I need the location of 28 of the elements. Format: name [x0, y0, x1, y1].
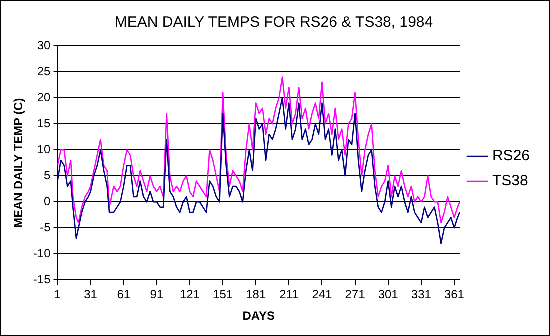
y-tick-label: 10 [37, 142, 52, 156]
chart-title: MEAN DAILY TEMPS FOR RS26 & TS38, 1984 [114, 14, 434, 32]
x-tick-label: 121 [180, 288, 200, 302]
x-tick-label: 241 [312, 288, 333, 302]
x-tick-label: 181 [246, 288, 266, 302]
legend-label: RS26 [492, 148, 530, 165]
y-tick-label: -15 [33, 272, 52, 287]
x-tick-label: 301 [378, 288, 399, 302]
y-tick-label: 0 [44, 194, 52, 208]
y-tick-label: 30 [37, 38, 52, 52]
x-axis-title: DAYS [242, 309, 275, 324]
x-tick-label: 1 [54, 288, 62, 302]
x-tick-label: 271 [345, 288, 366, 302]
x-tick-label: 91 [150, 288, 164, 302]
legend-label: TS38 [492, 172, 528, 190]
y-axis-title: MEAN DAILY TEMP (C) [12, 98, 26, 228]
y-tick-label: 5 [44, 168, 52, 182]
y-tick-label: 15 [37, 116, 52, 130]
x-tick-label: 31 [84, 288, 98, 302]
y-tick-label: 20 [37, 90, 52, 104]
y-tick-label: 25 [37, 64, 52, 78]
x-tick-label: 361 [444, 288, 465, 302]
y-tick-label: -5 [40, 220, 52, 234]
x-tick-label: 61 [117, 288, 131, 302]
x-tick-label: 211 [280, 288, 300, 302]
x-tick-label: 331 [411, 288, 432, 302]
x-tick-label: 151 [213, 288, 234, 302]
y-tick-label: -10 [33, 246, 52, 260]
